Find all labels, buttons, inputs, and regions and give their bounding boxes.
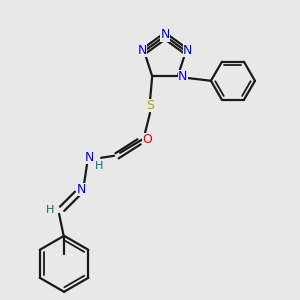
Text: S: S — [146, 99, 154, 112]
Text: H: H — [46, 205, 54, 215]
Text: H: H — [95, 161, 103, 171]
Text: N: N — [76, 183, 86, 196]
Text: N: N — [160, 28, 170, 41]
Text: N: N — [183, 44, 193, 57]
Text: N: N — [84, 151, 94, 164]
Text: N: N — [178, 70, 188, 83]
Text: O: O — [142, 133, 152, 146]
Text: N: N — [137, 44, 147, 57]
